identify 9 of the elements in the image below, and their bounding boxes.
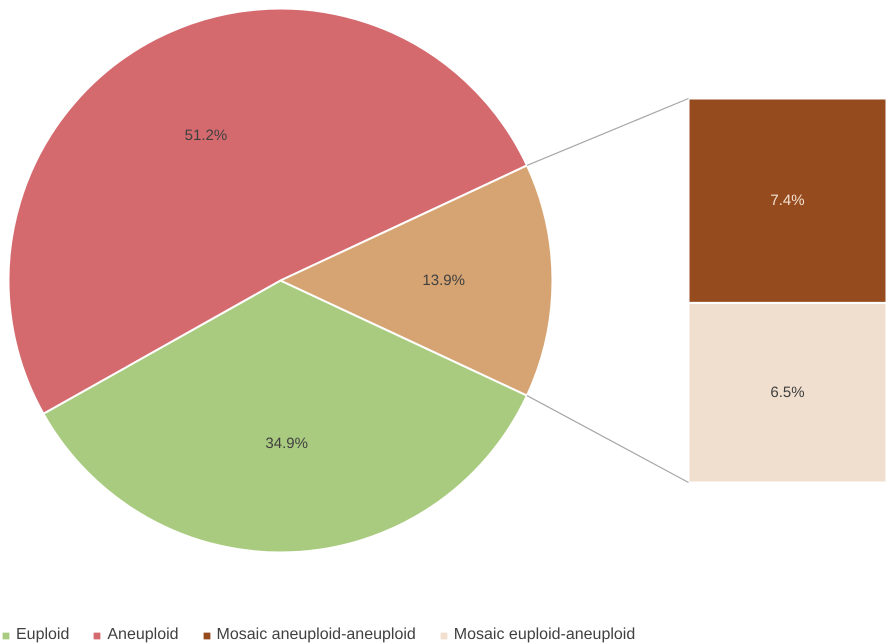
data-label: 13.9% xyxy=(422,272,465,289)
legend-label: Aneuploid xyxy=(107,626,179,644)
legend-label: Euploid xyxy=(16,626,70,644)
data-label: 34.9% xyxy=(265,435,308,452)
legend-label: Mosaic euploid-aneuploid xyxy=(454,626,636,644)
data-label: 51.2% xyxy=(184,126,228,144)
legend-label: Mosaic aneuploid-aneuploid xyxy=(216,626,416,644)
data-label: 6.5% xyxy=(770,384,805,402)
data-label: 7.4% xyxy=(770,192,805,210)
